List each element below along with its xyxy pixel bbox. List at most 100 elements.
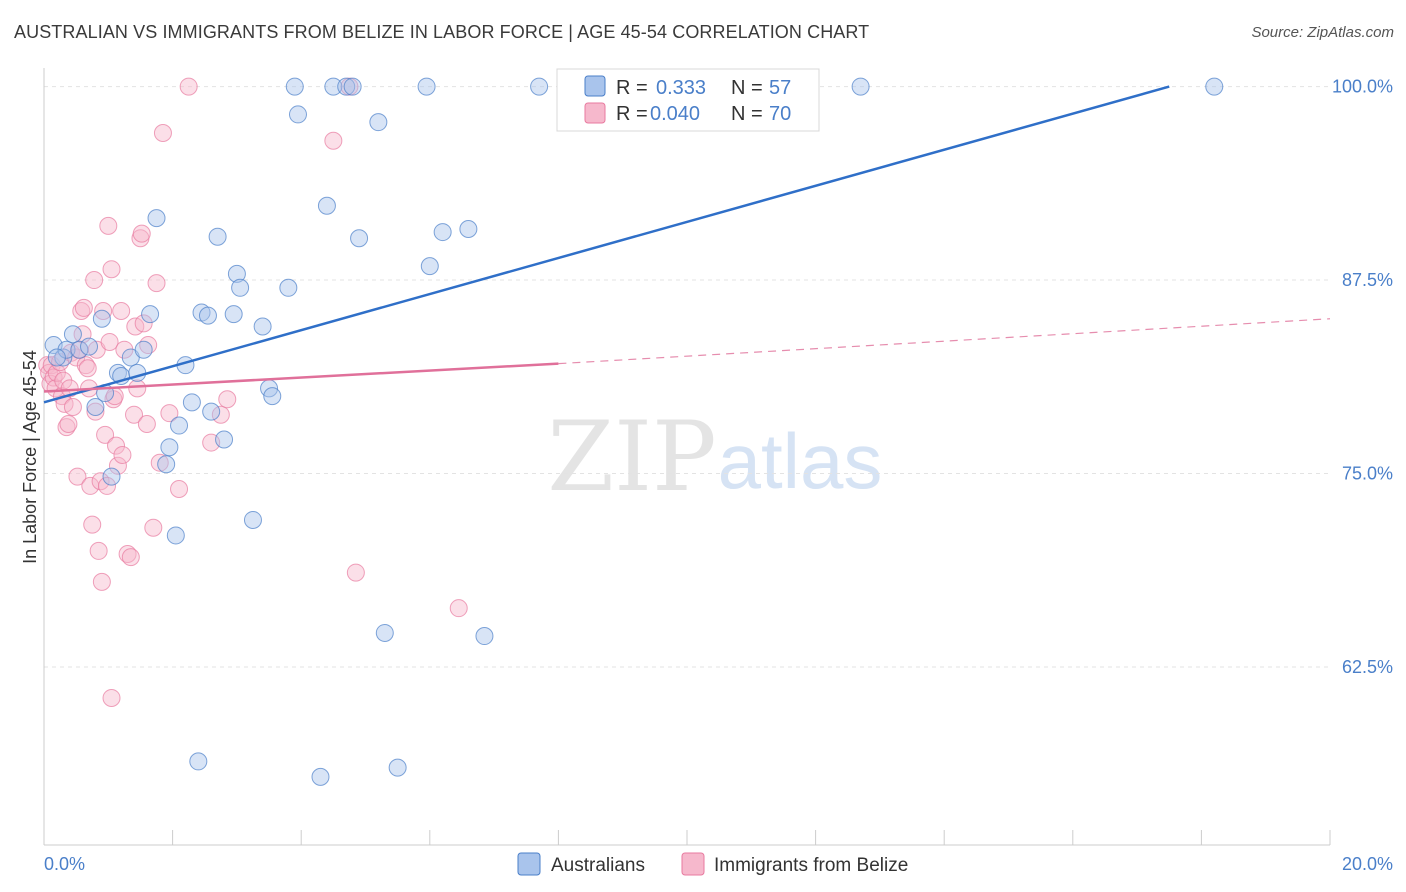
y-tick-label-1: 75.0% bbox=[1342, 464, 1393, 484]
belize-point-56 bbox=[144, 518, 163, 537]
australians-point-6 bbox=[92, 309, 111, 328]
australians-point-3 bbox=[63, 325, 82, 344]
legend-r-label-2: R = bbox=[616, 103, 648, 125]
belize-trend-extension bbox=[558, 318, 1331, 365]
y-tick-labels: 62.5% 75.0% 87.5% 100.0% bbox=[1332, 77, 1393, 677]
australians-point-46 bbox=[420, 257, 439, 276]
belize-point-38 bbox=[102, 260, 121, 279]
belize-point-70 bbox=[102, 688, 121, 707]
belize-point-53 bbox=[134, 314, 153, 333]
australians-point-53 bbox=[102, 467, 121, 486]
belize-point-23 bbox=[78, 359, 97, 378]
australians-point-2 bbox=[57, 340, 76, 359]
australians-point-35 bbox=[285, 77, 304, 96]
belize-point-47 bbox=[121, 548, 140, 567]
australians-point-5 bbox=[80, 337, 99, 356]
australians-point-39 bbox=[337, 77, 356, 96]
australians-point-33 bbox=[263, 387, 282, 406]
australians-point-51 bbox=[851, 77, 870, 96]
australians-point-56 bbox=[47, 348, 66, 367]
x-tick-labels: 0.0% 20.0% bbox=[44, 854, 1393, 874]
australians-point-25 bbox=[208, 227, 227, 246]
watermark: ZIP atlas bbox=[547, 401, 882, 513]
belize-point-61 bbox=[170, 480, 189, 499]
australians-point-28 bbox=[227, 264, 246, 283]
legend-n-label-2: N = bbox=[731, 103, 763, 125]
belize-point-6 bbox=[47, 363, 66, 382]
australians-point-48 bbox=[459, 219, 478, 238]
belize-point-27 bbox=[85, 271, 104, 290]
australians-point-45 bbox=[417, 77, 436, 96]
belize-point-9 bbox=[54, 371, 73, 390]
australians-point-34 bbox=[279, 278, 298, 297]
belize-point-69 bbox=[449, 599, 468, 618]
australians-point-42 bbox=[369, 113, 388, 132]
watermark-atlas: atlas bbox=[718, 417, 883, 505]
legend-n-value-2: 70 bbox=[769, 103, 791, 125]
belize-point-68 bbox=[346, 563, 365, 582]
legend-r-value-1: 0.333 bbox=[656, 77, 706, 99]
belize-point-11 bbox=[57, 418, 76, 437]
australians-point-41 bbox=[350, 229, 369, 248]
belize-point-37 bbox=[100, 332, 119, 351]
australians-point-16 bbox=[157, 455, 176, 474]
belize-point-50 bbox=[128, 379, 147, 398]
belize-point-54 bbox=[137, 414, 156, 433]
y-tick-label-0: 62.5% bbox=[1342, 657, 1393, 677]
belize-point-17 bbox=[68, 467, 87, 486]
belize-point-52 bbox=[132, 224, 151, 243]
australians-point-18 bbox=[166, 526, 185, 545]
belize-point-66 bbox=[324, 131, 343, 150]
y-tick-label-2: 87.5% bbox=[1342, 270, 1393, 290]
australians-point-15 bbox=[147, 209, 166, 228]
x-minor-ticks bbox=[43, 830, 1331, 845]
source-label: Source: ZipAtlas.com bbox=[1251, 24, 1394, 41]
australians-point-23 bbox=[198, 306, 217, 325]
belize-point-64 bbox=[211, 405, 230, 424]
belize-point-62 bbox=[179, 77, 198, 96]
legend-swatch-blue bbox=[584, 75, 606, 97]
australians-point-14 bbox=[141, 305, 160, 324]
belize-point-31 bbox=[91, 472, 110, 491]
legend-r-value-2: 0.040 bbox=[650, 103, 700, 125]
australians-point-8 bbox=[86, 397, 105, 416]
australians-point-19 bbox=[170, 416, 189, 435]
australians-point-24 bbox=[202, 402, 221, 421]
belize-point-48 bbox=[125, 405, 144, 424]
y-axis-title: In Labor Force | Age 45-54 bbox=[20, 350, 40, 564]
belize-point-60 bbox=[160, 404, 179, 423]
belize-point-26 bbox=[83, 515, 102, 534]
australians-point-13 bbox=[134, 340, 153, 359]
belize-point-45 bbox=[115, 340, 134, 359]
legend-r-label-1: R = bbox=[616, 77, 648, 99]
legend-swatch-pink bbox=[584, 102, 606, 124]
legend-n-value-1: 57 bbox=[769, 77, 791, 99]
series-immigrants-from-belize bbox=[38, 77, 468, 707]
belize-point-42 bbox=[108, 456, 127, 475]
legend-n-label-1: N = bbox=[731, 77, 763, 99]
belize-point-46 bbox=[118, 545, 137, 564]
belize-point-19 bbox=[72, 302, 91, 321]
australians-point-27 bbox=[224, 305, 243, 324]
australians-point-50 bbox=[530, 77, 549, 96]
belize-point-43 bbox=[112, 302, 131, 321]
australians-point-37 bbox=[317, 196, 336, 215]
belize-point-5 bbox=[46, 379, 65, 398]
australians-point-36 bbox=[288, 105, 307, 124]
series-legend: Australians Immigrants from Belize bbox=[517, 852, 908, 876]
belize-trend-line bbox=[43, 362, 559, 393]
x-tick-label-1: 20.0% bbox=[1342, 854, 1393, 874]
australians-point-26 bbox=[215, 430, 234, 449]
belize-point-35 bbox=[98, 476, 117, 495]
belize-point-65 bbox=[218, 390, 237, 409]
australians-point-47 bbox=[433, 223, 452, 242]
australians-point-29 bbox=[231, 278, 250, 297]
belize-point-59 bbox=[153, 124, 172, 143]
belize-point-12 bbox=[59, 414, 78, 433]
stats-legend: R = 0.333 N = 57 R = 0.040 N = 70 bbox=[556, 68, 820, 132]
gridlines bbox=[44, 86, 1330, 668]
belize-point-57 bbox=[147, 274, 166, 293]
belize-point-21 bbox=[74, 298, 93, 317]
australians-point-4 bbox=[70, 340, 89, 359]
